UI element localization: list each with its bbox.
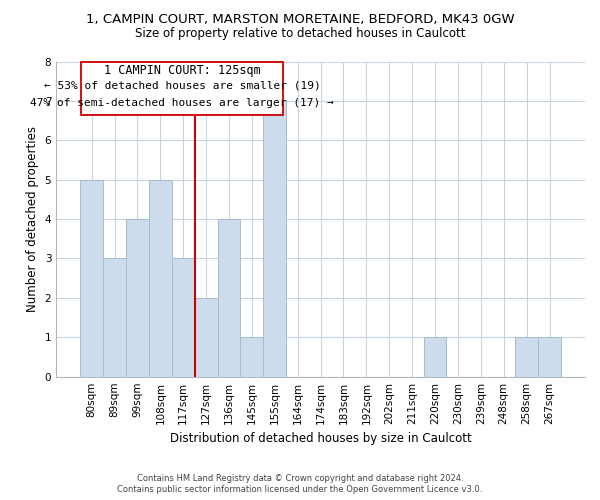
- X-axis label: Distribution of detached houses by size in Caulcott: Distribution of detached houses by size …: [170, 432, 472, 445]
- Bar: [126, 219, 149, 376]
- Text: 47% of semi-detached houses are larger (17) →: 47% of semi-detached houses are larger (…: [30, 98, 334, 108]
- Bar: [194, 298, 218, 376]
- Text: 1, CAMPIN COURT, MARSTON MORETAINE, BEDFORD, MK43 0GW: 1, CAMPIN COURT, MARSTON MORETAINE, BEDF…: [86, 12, 514, 26]
- Bar: [103, 258, 126, 376]
- Bar: [80, 180, 103, 376]
- Bar: [424, 338, 446, 376]
- Y-axis label: Number of detached properties: Number of detached properties: [26, 126, 39, 312]
- Bar: [515, 338, 538, 376]
- Bar: [538, 338, 561, 376]
- FancyBboxPatch shape: [82, 62, 283, 114]
- Text: 1 CAMPIN COURT: 125sqm: 1 CAMPIN COURT: 125sqm: [104, 64, 260, 76]
- Bar: [218, 219, 241, 376]
- Text: ← 53% of detached houses are smaller (19): ← 53% of detached houses are smaller (19…: [44, 81, 320, 91]
- Bar: [241, 338, 263, 376]
- Bar: [149, 180, 172, 376]
- Bar: [172, 258, 194, 376]
- Text: Size of property relative to detached houses in Caulcott: Size of property relative to detached ho…: [135, 28, 465, 40]
- Bar: [263, 101, 286, 376]
- Text: Contains HM Land Registry data © Crown copyright and database right 2024.
Contai: Contains HM Land Registry data © Crown c…: [118, 474, 482, 494]
